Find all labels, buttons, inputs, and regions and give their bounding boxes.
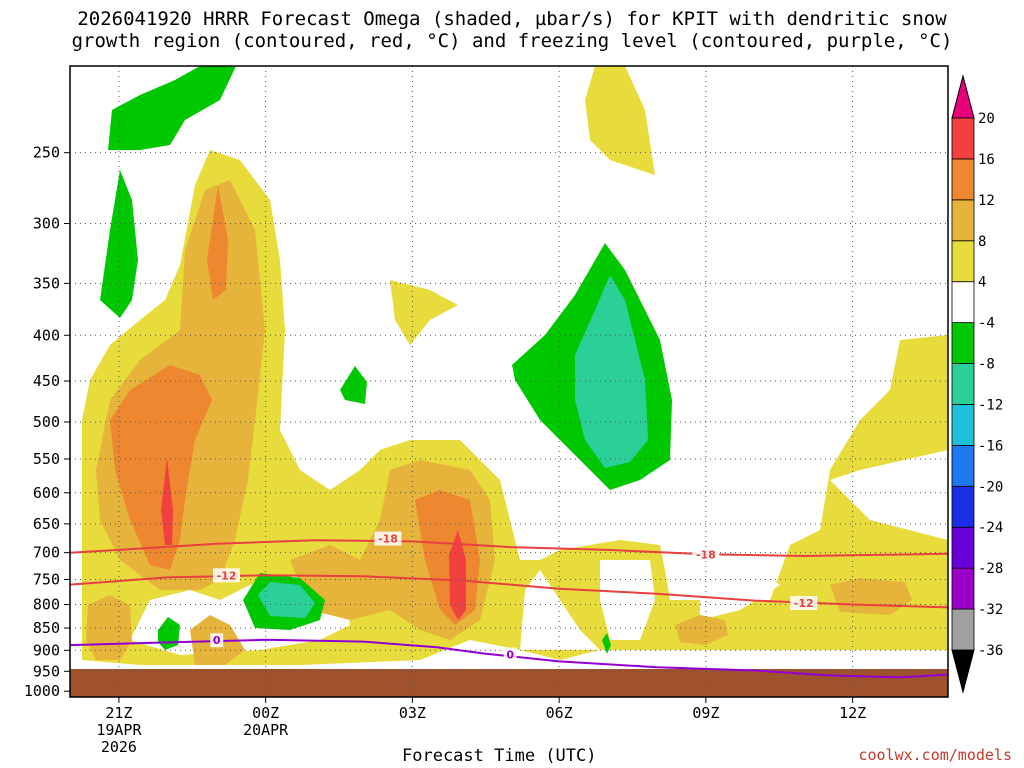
x-tick-label: 21Z (105, 704, 132, 722)
colorbar-label: -20 (978, 479, 1003, 495)
omega-region-weak-4 (700, 570, 780, 620)
colorbar-label: 8 (978, 234, 986, 250)
x-tick-date: 20APR (243, 721, 289, 739)
colorbar-label: 4 (978, 275, 986, 291)
colorbar-swatch (951, 322, 975, 364)
colorbar-swatch (951, 567, 975, 610)
chart-title-line2: growth region (contoured, red, °C) and f… (71, 30, 953, 52)
y-tick-label: 550 (33, 450, 60, 468)
y-tick-label: 650 (33, 515, 60, 533)
colorbar-swatch (951, 404, 975, 446)
colorbar-top-arrow (951, 74, 975, 119)
colorbar-label: -32 (978, 602, 1003, 618)
contour-labels: -18 -12 0 -18 -12 0 (210, 531, 818, 662)
omega-region-ascent-upper-mid (390, 280, 458, 345)
omega-region-descent-small-3 (602, 633, 611, 654)
x-tick-label: 03Z (399, 704, 426, 722)
colorbar-swatch (951, 363, 975, 405)
colorbar-swatch (951, 608, 975, 651)
omega-region-descent-left (100, 170, 138, 318)
x-axis-label: Forecast Time (UTC) (402, 746, 597, 766)
colorbar-label: 12 (978, 193, 995, 209)
y-tick-label: 250 (33, 144, 60, 162)
colorbar-label: -16 (978, 438, 1003, 454)
contour-label: 0 (213, 634, 221, 647)
omega-region-ascent-left (82, 150, 948, 665)
omega-region-ascent-core-2 (449, 530, 466, 620)
omega-region-descent-core-low (258, 582, 315, 618)
omega-shading (82, 66, 948, 665)
y-tick-label: 750 (33, 570, 60, 588)
contour-label: 0 (506, 649, 514, 662)
terrain-below-ground (70, 669, 948, 697)
omega-region-weak-5 (830, 450, 948, 540)
x-tick-label: 12Z (839, 704, 866, 722)
colorbar-swatch (951, 526, 975, 569)
colorbar-label: -12 (978, 397, 1003, 413)
contour-label-bg (692, 547, 720, 562)
contour-label-bg (790, 596, 818, 611)
omega-region-descent-small-1 (340, 366, 367, 404)
watermark: coolwx.com/models (858, 746, 1012, 764)
colorbar-label: -4 (978, 316, 995, 332)
omega-region-weak-3 (600, 560, 655, 640)
omega-region-descent-upper-left (108, 66, 236, 150)
x-tick-label: 09Z (692, 704, 719, 722)
omega-region-ascent-strong-2 (207, 185, 228, 300)
y-tick-label: 600 (33, 484, 60, 502)
y-axis: 250 300 350 400 450 500 550 600 650 700 750 800 850 9… (24, 144, 70, 700)
colorbar-label: -28 (978, 561, 1003, 577)
colorbar-swatch (951, 158, 975, 201)
colorbar-swatch (951, 240, 975, 283)
y-tick-label: 450 (33, 372, 60, 390)
y-tick-label: 350 (33, 274, 60, 292)
y-tick-label: 400 (33, 326, 60, 344)
y-tick-label: 850 (33, 619, 60, 637)
y-tick-label: 900 (33, 641, 60, 659)
colorbar-swatch (951, 485, 975, 528)
y-tick-label: 1000 (24, 682, 60, 700)
y-tick-label: 700 (33, 544, 60, 562)
y-tick-label: 300 (33, 215, 60, 233)
omega-region-ascent-strong-1 (110, 365, 212, 570)
contour-0 (70, 638, 948, 679)
colorbar-label: -24 (978, 520, 1003, 536)
x-tick-label: 00Z (252, 704, 279, 722)
contour-label-bg (374, 531, 402, 546)
contour-label-bg (210, 633, 224, 648)
contour-label-bg (503, 647, 517, 662)
x-tick-label: 06Z (546, 704, 573, 722)
colorbar-label: -36 (978, 643, 1003, 659)
colorbar-label: 16 (978, 152, 995, 168)
contour-label: -18 (378, 533, 398, 546)
y-tick-label: 950 (33, 662, 60, 680)
omega-region-ascent-core-1 (161, 458, 173, 545)
colorbar-bottom-arrow (951, 649, 975, 694)
omega-region-ascent-upper-right (585, 66, 655, 175)
contour-label: -18 (696, 548, 716, 561)
chart-title-line1: 2026041920 HRRR Forecast Omega (shaded, … (77, 8, 947, 30)
y-tick-label: 500 (33, 413, 60, 431)
contour-label-bg (213, 568, 241, 583)
colorbar-label: -8 (978, 357, 995, 373)
colorbar-swatch (951, 117, 975, 160)
contour-label: -12 (217, 569, 237, 582)
colorbar: -36 -32 -28 -24 -20 -16 -12 -8 -4 4 8 12 16 20 (951, 74, 1003, 694)
contour--18 (70, 539, 948, 558)
x-tick-date: 19APR (96, 721, 142, 739)
omega-region-descent-core-mid (575, 275, 648, 468)
colorbar-label: 20 (978, 111, 995, 127)
colorbar-swatch (951, 444, 975, 487)
y-tick-label: 800 (33, 596, 60, 614)
colorbar-swatch (951, 281, 975, 324)
omega-region-weak-2 (520, 570, 600, 650)
omega-region-ascent-moderate-5 (675, 615, 728, 645)
x-tick-year: 2026 (101, 738, 137, 756)
grid-lines (70, 66, 948, 697)
colorbar-swatch (951, 199, 975, 242)
chart-title: 2026041920 HRRR Forecast Omega (shaded, … (0, 8, 1024, 52)
contour-label: -12 (794, 597, 814, 610)
